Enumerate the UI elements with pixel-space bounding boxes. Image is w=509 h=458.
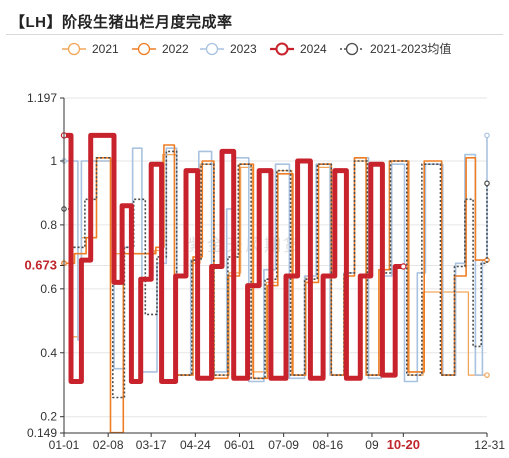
x-tick-label-0: 01-01	[49, 438, 80, 452]
legend-marker-2021-2023均值	[345, 42, 359, 56]
y-tick-label-4: 0.6	[40, 282, 57, 296]
y-tick-label-1: 1	[50, 154, 57, 168]
page-title: 【LH】阶段生猪出栏月度完成率	[10, 14, 233, 31]
series-point-2021-2023均值-end	[484, 180, 490, 187]
x-tick-label-4: 06-01	[224, 438, 255, 452]
y-tick-label-6: 0.2	[40, 410, 57, 424]
legend-marker-2021	[67, 42, 81, 56]
y-tick-label-3: 0.673	[24, 258, 57, 273]
x-tick-label-5: 07-09	[268, 438, 299, 452]
legend-label-2021: 2021	[92, 42, 119, 56]
watermark-text: 紫金天风期货	[188, 236, 302, 255]
series-group	[60, 132, 490, 434]
legend-label-2021-2023均值: 2021-2023均值	[370, 41, 451, 56]
legend-label-2023: 2023	[230, 42, 257, 56]
legend-label-2022: 2022	[162, 42, 189, 56]
legend: 2021 2022 2023 2024 2021-2023均值	[62, 41, 451, 56]
y-tick-label-7: 0.149	[27, 426, 57, 440]
title-bar: 【LH】阶段生猪出栏月度完成率	[6, 4, 503, 35]
x-tick-label-8: 10-20	[387, 437, 420, 452]
series-line-2024	[64, 132, 404, 384]
legend-marker-2023	[205, 42, 219, 56]
x-tick-label-2: 03-17	[136, 438, 167, 452]
legend-marker-2022	[137, 42, 151, 56]
legend-marker-2024	[275, 42, 289, 56]
x-tick-label-3: 04-24	[180, 438, 211, 452]
x-tick-label-9: 12-31	[474, 438, 505, 452]
y-tick-label-0: 1.197	[27, 91, 57, 105]
x-tick-label-6: 08-16	[312, 438, 343, 452]
series-line-2022	[64, 144, 487, 434]
y-tick-label-5: 0.4	[40, 346, 57, 360]
legend-label-2024: 2024	[300, 42, 327, 56]
series-point-2023-end	[484, 132, 490, 139]
x-tick-label-1: 02-08	[93, 438, 124, 452]
y-tick-label-2: 0.8	[40, 218, 57, 232]
x-tick-label-7: 09	[365, 438, 379, 452]
series-point-2021-end	[484, 372, 490, 378]
series-point-2024-end	[400, 263, 407, 270]
